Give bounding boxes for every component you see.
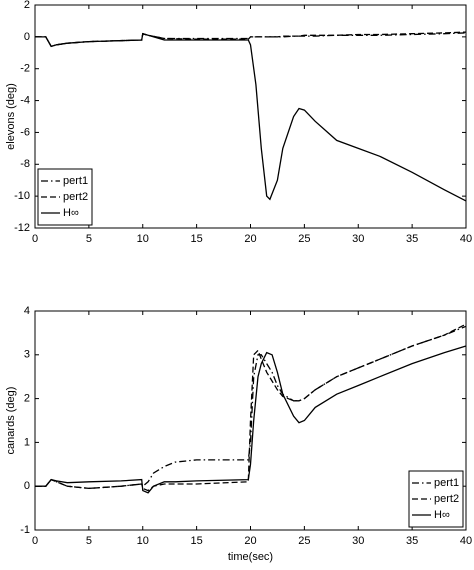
y-axis-label: elevons (deg) bbox=[5, 83, 17, 150]
y-tick-label: 1 bbox=[24, 436, 30, 448]
series-line bbox=[35, 32, 467, 202]
x-tick-label: 15 bbox=[191, 535, 203, 547]
x-tick-label: 35 bbox=[406, 535, 418, 547]
x-tick-label: 10 bbox=[137, 535, 149, 547]
x-tick-label: 25 bbox=[298, 233, 310, 245]
legend-label: pert2 bbox=[434, 493, 459, 505]
x-tick-label: 0 bbox=[32, 233, 38, 245]
x-axis-label: time(sec) bbox=[228, 551, 273, 563]
y-tick-label: 2 bbox=[24, 393, 30, 405]
y-tick-label: -1 bbox=[20, 524, 30, 536]
x-tick-label: 30 bbox=[352, 233, 364, 245]
x-tick-label: 5 bbox=[86, 233, 92, 245]
legend-label: H∞ bbox=[434, 509, 450, 521]
y-tick-label: -12 bbox=[14, 222, 30, 234]
legend-label: pert2 bbox=[63, 191, 88, 203]
x-tick-label: 35 bbox=[406, 233, 418, 245]
series-line bbox=[35, 31, 467, 48]
x-tick-label: 25 bbox=[298, 535, 310, 547]
x-tick-label: 40 bbox=[460, 535, 472, 547]
x-tick-label: 15 bbox=[191, 233, 203, 245]
legend: pert1 pert2 H∞ bbox=[408, 470, 464, 528]
y-axis-label: canards (deg) bbox=[5, 387, 17, 455]
y-tick-label: -2 bbox=[20, 63, 30, 75]
y-tick-label: -10 bbox=[14, 190, 30, 202]
plot-frame bbox=[34, 4, 467, 229]
y-tick-label: -6 bbox=[20, 126, 30, 138]
legend-label: pert1 bbox=[434, 477, 459, 489]
y-tick-label: -8 bbox=[20, 158, 30, 170]
legend: pert1 pert2 H∞ bbox=[37, 168, 93, 226]
x-tick-label: 20 bbox=[244, 535, 256, 547]
x-tick-label: 40 bbox=[460, 233, 472, 245]
series-line bbox=[35, 345, 467, 494]
x-tick-label: 20 bbox=[244, 233, 256, 245]
y-tick-label: 0 bbox=[24, 480, 30, 492]
plot-frame bbox=[34, 310, 467, 531]
y-tick-label: 2 bbox=[24, 0, 30, 11]
x-tick-label: 5 bbox=[86, 535, 92, 547]
series-line bbox=[35, 323, 467, 492]
x-tick-label: 30 bbox=[352, 535, 364, 547]
y-tick-label: 4 bbox=[24, 305, 30, 317]
x-tick-label: 10 bbox=[137, 233, 149, 245]
legend-label: H∞ bbox=[63, 207, 79, 219]
legend-label: pert1 bbox=[63, 175, 88, 187]
y-tick-label: 3 bbox=[24, 349, 30, 361]
y-tick-label: 0 bbox=[24, 31, 30, 43]
subplot: 0 5 10 15 20 25 30 35 40 -12 -10 -8 -6 -4 -2 0 2 elevons … bbox=[5, 0, 472, 245]
x-tick-label: 0 bbox=[32, 535, 38, 547]
y-tick-label: -4 bbox=[20, 94, 30, 106]
